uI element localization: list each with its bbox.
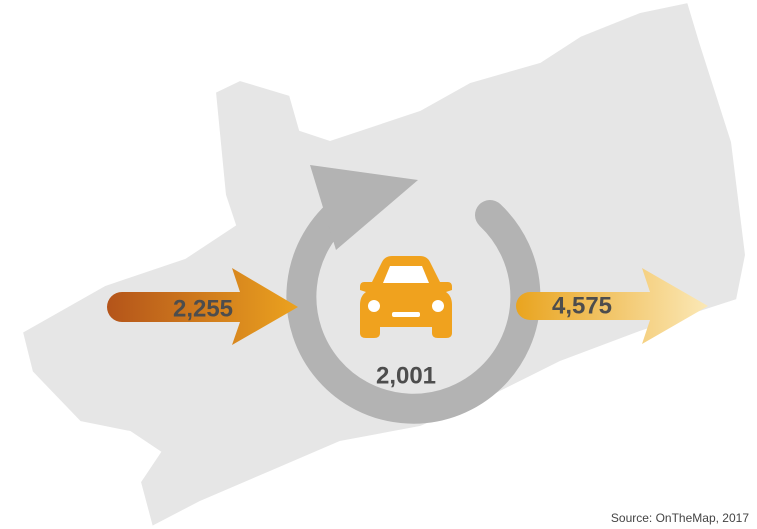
car-icon <box>360 256 452 338</box>
outflow-label: 4,575 <box>552 292 612 319</box>
source-note: Source: OnTheMap, 2017 <box>611 511 749 525</box>
outflow-arrow <box>516 268 708 344</box>
inflow-label: 2,255 <box>173 295 233 322</box>
internal-label: 2,001 <box>376 362 436 389</box>
inflow-arrow <box>107 268 298 345</box>
internal-flow-arrowhead <box>310 165 418 250</box>
internal-flow-arc <box>286 193 541 424</box>
